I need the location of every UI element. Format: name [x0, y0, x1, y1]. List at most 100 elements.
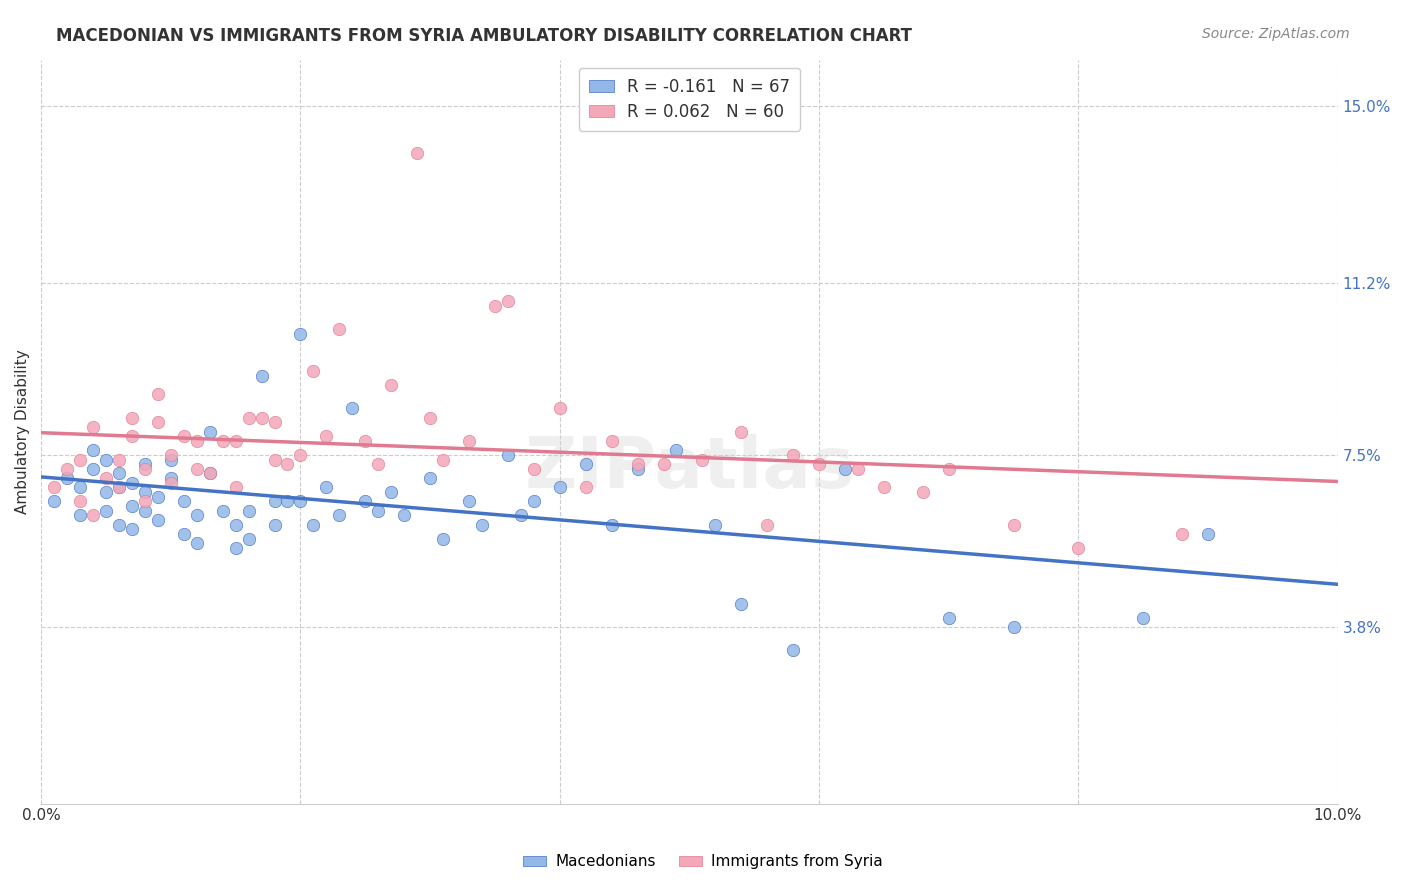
- Point: [600, 434, 623, 448]
- Text: Source: ZipAtlas.com: Source: ZipAtlas.com: [1202, 27, 1350, 41]
- Point: [523, 494, 546, 508]
- Point: [173, 429, 195, 443]
- Point: [108, 480, 131, 494]
- Point: [406, 145, 429, 160]
- Point: [250, 368, 273, 383]
- Point: [367, 503, 389, 517]
- Point: [315, 480, 337, 494]
- Point: [328, 322, 350, 336]
- Point: [276, 457, 298, 471]
- Point: [354, 434, 377, 448]
- Point: [94, 503, 117, 517]
- Point: [56, 462, 79, 476]
- Point: [108, 452, 131, 467]
- Point: [328, 508, 350, 523]
- Point: [134, 457, 156, 471]
- Point: [82, 508, 104, 523]
- Point: [380, 378, 402, 392]
- Point: [367, 457, 389, 471]
- Point: [471, 517, 494, 532]
- Point: [82, 462, 104, 476]
- Point: [523, 462, 546, 476]
- Point: [873, 480, 896, 494]
- Point: [225, 517, 247, 532]
- Point: [238, 532, 260, 546]
- Point: [94, 471, 117, 485]
- Point: [484, 299, 506, 313]
- Point: [290, 326, 312, 341]
- Point: [458, 434, 481, 448]
- Point: [432, 532, 454, 546]
- Point: [94, 452, 117, 467]
- Point: [134, 494, 156, 508]
- Point: [121, 410, 143, 425]
- Point: [146, 387, 169, 401]
- Point: [380, 485, 402, 500]
- Point: [69, 452, 91, 467]
- Point: [315, 429, 337, 443]
- Point: [198, 467, 221, 481]
- Point: [302, 517, 325, 532]
- Point: [342, 401, 364, 416]
- Point: [730, 425, 752, 439]
- Point: [704, 517, 727, 532]
- Point: [159, 471, 181, 485]
- Point: [173, 527, 195, 541]
- Point: [134, 462, 156, 476]
- Point: [846, 462, 869, 476]
- Point: [1132, 610, 1154, 624]
- Point: [756, 517, 779, 532]
- Point: [1197, 527, 1219, 541]
- Point: [730, 597, 752, 611]
- Point: [121, 522, 143, 536]
- Point: [146, 490, 169, 504]
- Point: [250, 410, 273, 425]
- Point: [56, 471, 79, 485]
- Point: [108, 480, 131, 494]
- Point: [1002, 517, 1025, 532]
- Point: [782, 643, 804, 657]
- Point: [263, 517, 285, 532]
- Point: [134, 485, 156, 500]
- Point: [626, 457, 648, 471]
- Point: [238, 503, 260, 517]
- Point: [121, 475, 143, 490]
- Point: [496, 294, 519, 309]
- Point: [938, 462, 960, 476]
- Point: [496, 448, 519, 462]
- Point: [238, 410, 260, 425]
- Point: [108, 467, 131, 481]
- Point: [432, 452, 454, 467]
- Point: [69, 480, 91, 494]
- Point: [225, 480, 247, 494]
- Point: [146, 513, 169, 527]
- Point: [1171, 527, 1194, 541]
- Point: [782, 448, 804, 462]
- Point: [354, 494, 377, 508]
- Point: [198, 425, 221, 439]
- Point: [600, 517, 623, 532]
- Point: [225, 434, 247, 448]
- Y-axis label: Ambulatory Disability: Ambulatory Disability: [15, 350, 30, 514]
- Point: [134, 503, 156, 517]
- Point: [419, 471, 441, 485]
- Point: [290, 494, 312, 508]
- Point: [263, 452, 285, 467]
- Point: [69, 508, 91, 523]
- Point: [263, 494, 285, 508]
- Point: [198, 467, 221, 481]
- Point: [1067, 541, 1090, 555]
- Point: [808, 457, 831, 471]
- Point: [159, 448, 181, 462]
- Point: [69, 494, 91, 508]
- Point: [548, 401, 571, 416]
- Text: ZIPatlas: ZIPatlas: [524, 434, 855, 503]
- Point: [94, 485, 117, 500]
- Point: [626, 462, 648, 476]
- Point: [692, 452, 714, 467]
- Point: [652, 457, 675, 471]
- Point: [186, 434, 208, 448]
- Point: [108, 517, 131, 532]
- Point: [548, 480, 571, 494]
- Point: [225, 541, 247, 555]
